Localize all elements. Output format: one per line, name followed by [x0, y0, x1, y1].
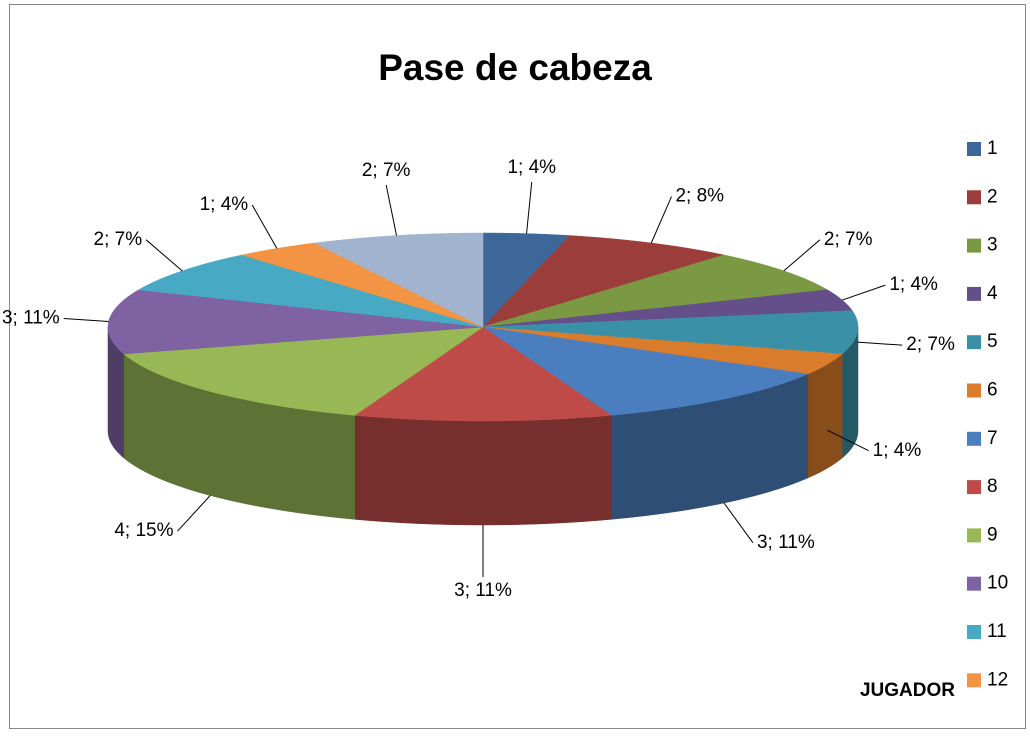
pie-slice	[137, 254, 484, 328]
legend-swatch	[967, 142, 981, 156]
data-label: 2; 7%	[824, 229, 873, 250]
leader-line	[827, 429, 869, 452]
pie-slice	[313, 232, 484, 328]
legend-swatch	[967, 286, 981, 301]
leader-line	[385, 184, 398, 236]
legend-label: 7	[987, 428, 998, 449]
legend-swatch	[967, 431, 981, 446]
chart-title: Pase de cabeza	[378, 47, 652, 88]
legend-swatch	[967, 383, 981, 398]
legend-swatch	[967, 673, 981, 688]
leader-line	[526, 181, 533, 234]
data-label: 1; 4%	[200, 194, 249, 215]
data-label: 2; 7%	[94, 229, 143, 250]
legend-label: 1	[987, 138, 998, 159]
data-label: 1; 4%	[507, 157, 556, 178]
leader-line	[783, 239, 821, 272]
legend-label: 10	[987, 573, 1008, 594]
legend-label: 2	[987, 186, 998, 207]
leader-line	[650, 196, 672, 244]
data-label: 1; 4%	[889, 274, 938, 295]
legend-swatch	[967, 480, 981, 495]
data-label: 3; 11%	[454, 580, 512, 601]
pie-slice	[482, 254, 829, 328]
pie-slice	[482, 232, 571, 328]
leader-line	[723, 502, 754, 544]
legend-label: 3	[987, 235, 998, 256]
legend-label: 5	[987, 331, 998, 352]
legend-label: 4	[987, 283, 998, 304]
leader-line	[63, 318, 109, 323]
data-label: 3; 11%	[757, 532, 815, 553]
legend-label: 9	[987, 524, 998, 545]
pie-side	[354, 415, 612, 526]
legend-label: 8	[987, 476, 998, 497]
legend-label: 6	[987, 380, 998, 401]
data-label: 2; 7%	[906, 334, 955, 355]
legend-swatch	[967, 625, 981, 639]
legend-swatch	[967, 190, 981, 205]
pie-side	[807, 353, 843, 479]
legend-swatch	[967, 238, 981, 253]
leader-line	[145, 239, 183, 272]
pie-slice	[482, 326, 809, 416]
pie-slice	[482, 326, 843, 375]
pie-slice	[123, 326, 484, 416]
pie-slice	[482, 235, 725, 328]
data-label: 4; 15%	[114, 520, 173, 541]
leader-line	[842, 284, 886, 301]
data-label: 3; 11%	[2, 308, 60, 329]
data-label: 2; 8%	[675, 186, 724, 207]
legend-swatch	[967, 335, 981, 350]
legend-label: 11	[987, 621, 1007, 642]
legend-label: 12	[987, 669, 1008, 690]
data-label: 2; 7%	[362, 160, 411, 181]
legend-swatch	[967, 576, 981, 591]
legend-title: JUGADOR	[860, 680, 955, 701]
pie-slice	[482, 310, 859, 355]
leader-line	[251, 204, 278, 249]
pie-slice	[354, 326, 612, 422]
leader-line	[857, 341, 903, 346]
leader-line	[177, 495, 211, 532]
data-label: 1; 4%	[873, 440, 922, 461]
legend-swatch	[967, 528, 981, 543]
